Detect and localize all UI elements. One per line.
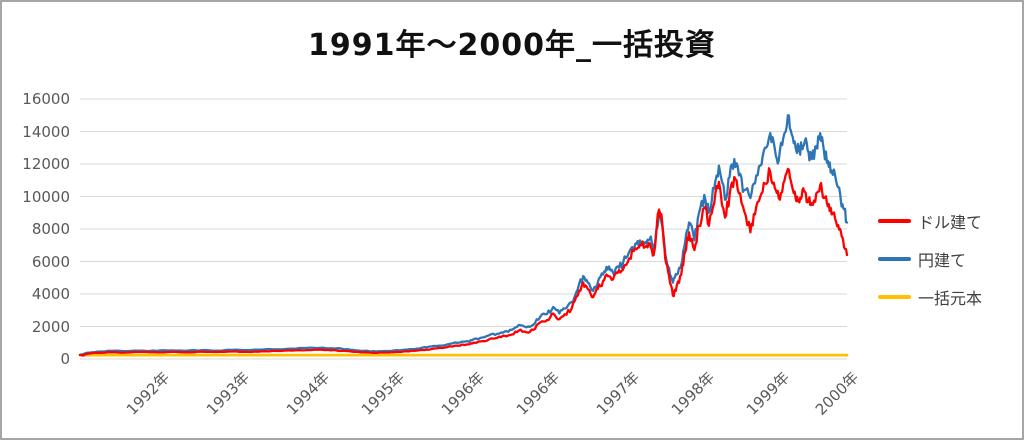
chart-title: 1991年〜2000年_一括投資 — [308, 28, 716, 63]
legend-line-swatch — [878, 256, 911, 261]
legend-item: 円建て — [878, 246, 982, 271]
legend-label: 一括元本 — [918, 288, 983, 308]
legend-label: ドル建て — [918, 212, 983, 232]
y-tick-label: 0 — [60, 350, 70, 368]
y-tick-label: 12000 — [22, 155, 70, 173]
y-tick-label: 4000 — [31, 285, 70, 303]
legend-line-swatch — [878, 294, 911, 299]
legend-item: ドル建て — [878, 208, 982, 233]
legend: ドル建て円建て一括元本 — [878, 208, 982, 322]
y-tick-label: 14000 — [22, 122, 70, 141]
y-tick-label: 2000 — [31, 317, 70, 336]
legend-label: 円建て — [918, 250, 967, 270]
y-tick-label: 16000 — [22, 90, 70, 108]
series-line-円建て — [78, 114, 849, 357]
legend-item: 一括元本 — [878, 284, 982, 309]
y-tick-label: 6000 — [31, 252, 70, 271]
y-tick-label: 10000 — [22, 187, 70, 206]
series-line-ドル建て — [78, 167, 849, 357]
legend-line-swatch — [878, 218, 911, 223]
y-tick-label: 8000 — [31, 220, 70, 238]
